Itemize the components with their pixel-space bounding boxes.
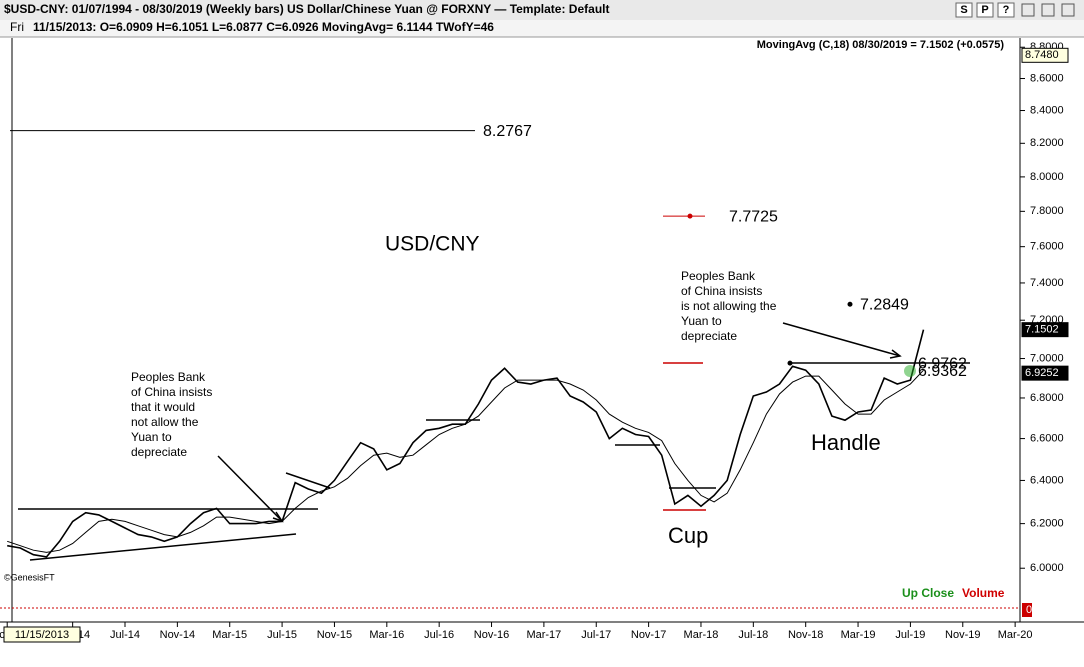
x-tick-label: Nov-17 [631,629,666,641]
x-tick-label: Mar-17 [526,629,561,641]
x-tick-label: Mar-20 [998,629,1033,641]
cursor-date-box [3,626,81,643]
x-tick-label: Jul-18 [738,629,768,641]
toolbar-button-label[interactable]: S [960,4,967,16]
window-title: $USD-CNY: 01/07/1994 - 08/30/2019 (Weekl… [4,2,609,16]
y-tick-label: 8.6000 [1030,72,1064,84]
x-tick-label: Nov-19 [945,629,980,641]
note-line: depreciate [681,329,737,343]
toolbar-button-label[interactable]: P [981,4,988,16]
level-label: 8.2767 [483,123,532,140]
window-controls[interactable] [1021,3,1075,17]
y-tick-label: 6.2000 [1030,518,1064,530]
info-day: Fri [10,20,24,34]
note-line: Peoples Bank [131,370,206,384]
x-tick-label: Mar-16 [369,629,404,641]
note-line: not allow the [131,415,199,429]
x-tick-label: Nov-14 [160,629,195,641]
study-header: MovingAvg (C,18) 08/30/2019 = 7.1502 (+0… [757,39,1005,51]
level-dot [787,360,793,366]
x-tick-label: Mar-19 [841,629,876,641]
info-bar [0,20,1084,37]
toolbar-button[interactable] [976,2,994,18]
note-line: depreciate [131,445,187,459]
y-tick-label: 7.8000 [1030,205,1064,217]
y-tick-label: 7.4000 [1030,277,1064,289]
x-tick-label: Jul-16 [424,629,454,641]
cup-label: Cup [668,523,708,548]
copyright: ©GenesisFT [4,572,55,582]
level-label: 6.9762 [918,355,967,372]
price-tag-box [1021,47,1069,63]
y-tick-label: 7.6000 [1030,241,1064,253]
note-line: of China insists [131,385,212,399]
volume-tag-box [1022,603,1032,617]
y-tick-label: 8.2000 [1030,137,1064,149]
close[interactable] [1061,3,1075,17]
x-tick-label: Jul-19 [895,629,925,641]
note-line: Yuan to [681,314,722,328]
level-dot [904,364,916,377]
y-tick-label: 6.4000 [1030,474,1064,486]
y-tick-label: 6.0000 [1030,562,1064,574]
x-tick-label: Nov-18 [788,629,823,641]
note-line: of China insists [681,284,762,298]
x-tick-label: Mar-15 [212,629,247,641]
price-tag: 7.1502 [1025,324,1059,336]
legend-up-close: Up Close [902,586,954,600]
note-line: Yuan to [131,430,172,444]
restore[interactable] [1041,3,1055,17]
title-bar [0,0,1084,20]
x-tick-label: Jul-15 [267,629,297,641]
minimize[interactable] [1021,3,1035,17]
y-tick-label: 6.6000 [1030,432,1064,444]
y-tick-label: 8.4000 [1030,104,1064,116]
volume-tag: 0 [1026,604,1032,616]
price-tag: 8.7480 [1025,49,1059,61]
price-tag: 6.9252 [1025,367,1059,379]
y-tick-label: 6.8000 [1030,392,1064,404]
toolbar-button[interactable] [955,2,973,18]
price-tag-box [1021,322,1069,338]
info-text: 11/15/2013: O=6.0909 H=6.1051 L=6.0877 C… [33,20,494,34]
level-dot [847,301,853,307]
y-tick-label: 7.0000 [1030,352,1064,364]
price-tag-box [1021,365,1069,381]
note-line: Peoples Bank [681,269,756,283]
toolbar-button[interactable] [997,2,1015,18]
x-tick-label: Jul-14 [110,629,140,641]
note-line: is not allowing the [681,299,777,313]
x-tick-label: Nov-16 [474,629,509,641]
x-tick-label: Mar-18 [684,629,719,641]
x-tick-label: Nov-15 [317,629,352,641]
level-label: 7.7725 [729,208,778,225]
legend-volume: Volume [962,586,1005,600]
y-tick-label: 8.0000 [1030,171,1064,183]
level-dot [687,213,693,219]
level-label: 6.9362 [918,363,967,380]
toolbar-button-label[interactable]: ? [1003,4,1010,16]
cursor-date: 11/15/2013 [15,629,69,641]
note-line: that it would [131,400,195,414]
handle-label: Handle [811,430,881,455]
level-label: 7.2849 [860,296,909,313]
trend-drawings [18,322,970,561]
chart-title: USD/CNY [385,233,480,256]
x-tick-label: Jul-17 [581,629,611,641]
moving-average-line [7,369,924,553]
